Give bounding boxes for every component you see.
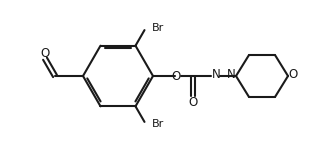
Text: O: O (171, 69, 181, 83)
Text: Br: Br (151, 119, 164, 129)
Text: O: O (289, 69, 297, 81)
Text: Br: Br (151, 23, 164, 33)
Text: N: N (211, 69, 220, 81)
Text: O: O (41, 47, 49, 60)
Text: O: O (188, 95, 198, 109)
Text: N: N (227, 69, 235, 81)
